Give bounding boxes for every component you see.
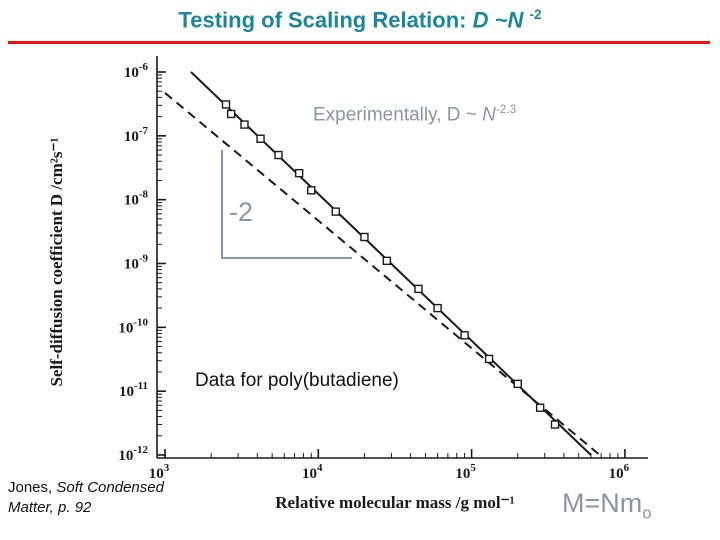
data-point [535,403,545,412]
y-tick-label: 10-6 [124,61,149,81]
data-point [460,331,469,340]
experimental-exponent: -2.3 [495,103,517,116]
citation-line1: Jones, Soft Condensed [8,478,164,498]
data-point [550,420,560,429]
mass-relation-label: M=Nmo [562,488,652,523]
y-tick-label: 10-10 [118,316,148,336]
title-text: Testing of Scaling Relation: [178,7,473,33]
data-point [360,232,369,242]
experimental-annotation: Experimentally, D ~ N-2.3 [313,103,516,126]
experimental-variable: N [482,104,496,126]
citation-book-title-part2: Matter, p. 92 [8,499,92,517]
data-point [307,186,316,195]
title-underline [8,41,710,44]
y-tick-label: 10-11 [119,380,148,400]
y-tick-label: 10-12 [118,444,148,464]
data-point [240,120,249,129]
y-tick-label: 10-8 [124,189,149,209]
citation-author: Jones, [8,479,57,496]
x-tick-label: 105 [455,462,476,482]
experimental-text: Experimentally, D ~ [313,104,483,126]
y-tick-label: 10-7 [124,125,149,145]
y-axis-label: Self-diffusion coefficient D /cm²s⁻¹ [47,137,66,386]
slope-bracket [221,150,352,259]
data-point [256,134,265,143]
title-exponent: -2 [529,7,542,22]
data-point [484,354,494,364]
x-axis-label: Relative molecular mass /g mol⁻¹ [275,493,514,512]
data-point [221,100,231,109]
data-point [414,284,423,294]
data-point [331,207,340,216]
data-point [274,150,283,160]
citation-book-title-part1: Soft Condensed [56,479,164,496]
slope-label: -2 [229,197,254,227]
citation-line2: Matter, p. 92 [8,498,164,518]
x-tick-label: 104 [302,462,323,482]
y-tick-label: 10-9 [124,252,149,272]
mass-relation-base: M=Nm [562,488,643,518]
title-formula: D ~N [472,7,530,33]
data-point [294,168,304,178]
data-point [513,379,522,389]
data-description: Data for poly(butadiene) [195,370,399,391]
data-point [433,303,442,313]
page-title: Testing of Scaling Relation: D ~N -2 [0,7,720,33]
reference-line [164,92,601,456]
data-point [382,256,392,266]
citation: Jones, Soft Condensed Matter, p. 92 [8,478,164,519]
x-tick-label: 106 [609,462,630,482]
data-point [226,109,236,119]
mass-relation-subscript: o [642,503,652,523]
